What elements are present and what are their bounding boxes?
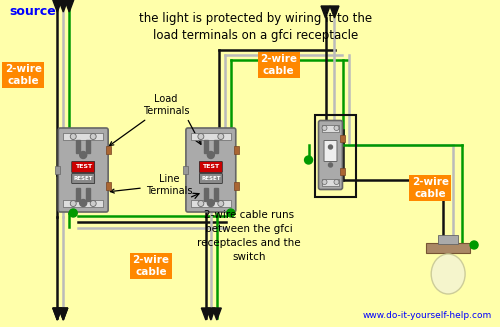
Text: 2-wire
cable: 2-wire cable [5,64,42,86]
Text: source: source [10,5,56,18]
Polygon shape [53,308,62,320]
Bar [234,182,239,190]
Polygon shape [53,308,62,320]
Circle shape [218,133,224,140]
Polygon shape [206,308,216,320]
Bar [340,168,345,175]
Text: Line
Terminals: Line Terminals [110,174,192,196]
Text: RESET: RESET [74,176,93,181]
Circle shape [328,145,332,149]
Circle shape [80,199,86,206]
Text: 2-wire
cable: 2-wire cable [132,255,170,277]
Bar [56,166,60,174]
Bar [314,115,356,197]
Polygon shape [59,0,68,12]
Circle shape [304,156,312,164]
Circle shape [218,200,224,206]
Polygon shape [321,6,330,18]
Circle shape [470,241,478,249]
FancyBboxPatch shape [58,128,108,212]
FancyBboxPatch shape [72,174,94,183]
Circle shape [322,126,327,130]
Bar [76,140,80,153]
Circle shape [90,200,96,206]
Circle shape [227,209,235,217]
Text: the light is protected by wiring it to the
load terminals on a gfci receptacle: the light is protected by wiring it to t… [139,12,372,42]
Circle shape [70,133,76,140]
Bar [204,140,208,153]
FancyBboxPatch shape [200,162,222,173]
Text: 2-wire
cable: 2-wire cable [412,177,449,199]
Bar [214,188,218,201]
Circle shape [334,180,339,184]
Circle shape [70,209,77,217]
Polygon shape [59,308,68,320]
Circle shape [208,151,214,159]
FancyBboxPatch shape [318,121,342,190]
Bar [191,200,231,207]
Text: TEST: TEST [74,164,92,169]
Circle shape [198,133,204,140]
Text: RESET: RESET [201,176,220,181]
Circle shape [334,126,339,130]
Bar [76,188,80,201]
Bar [183,166,188,174]
Bar [86,188,90,201]
Circle shape [198,200,204,206]
Text: 2-wire
cable: 2-wire cable [260,54,297,76]
Polygon shape [59,308,68,320]
Ellipse shape [431,254,465,294]
Bar [234,146,239,154]
FancyBboxPatch shape [72,162,94,173]
Circle shape [328,163,332,167]
FancyBboxPatch shape [186,128,236,212]
Polygon shape [212,308,222,320]
Bar [340,135,345,142]
FancyBboxPatch shape [324,141,337,162]
Bar [204,188,208,201]
Bar [106,182,111,190]
Circle shape [208,199,214,206]
Bar [322,125,340,131]
Polygon shape [202,308,210,320]
FancyBboxPatch shape [200,174,222,183]
Bar [322,179,340,185]
Bar [106,146,111,154]
Bar [191,133,231,140]
Circle shape [70,200,76,206]
Circle shape [90,133,96,140]
Text: 2-wire cable runs
between the gfci
receptacles and the
switch: 2-wire cable runs between the gfci recep… [197,210,300,262]
Bar [86,140,90,153]
Circle shape [322,180,327,184]
Text: www.do-it-yourself-help.com: www.do-it-yourself-help.com [363,311,492,320]
Polygon shape [330,6,339,18]
Bar [438,235,458,244]
Text: TEST: TEST [202,164,220,169]
Polygon shape [65,0,74,12]
Bar [426,243,470,253]
Bar [64,133,103,140]
Circle shape [80,151,86,159]
Bar [214,140,218,153]
Text: Load
Terminals: Load Terminals [110,94,189,146]
Bar [64,200,103,207]
Polygon shape [53,0,62,12]
